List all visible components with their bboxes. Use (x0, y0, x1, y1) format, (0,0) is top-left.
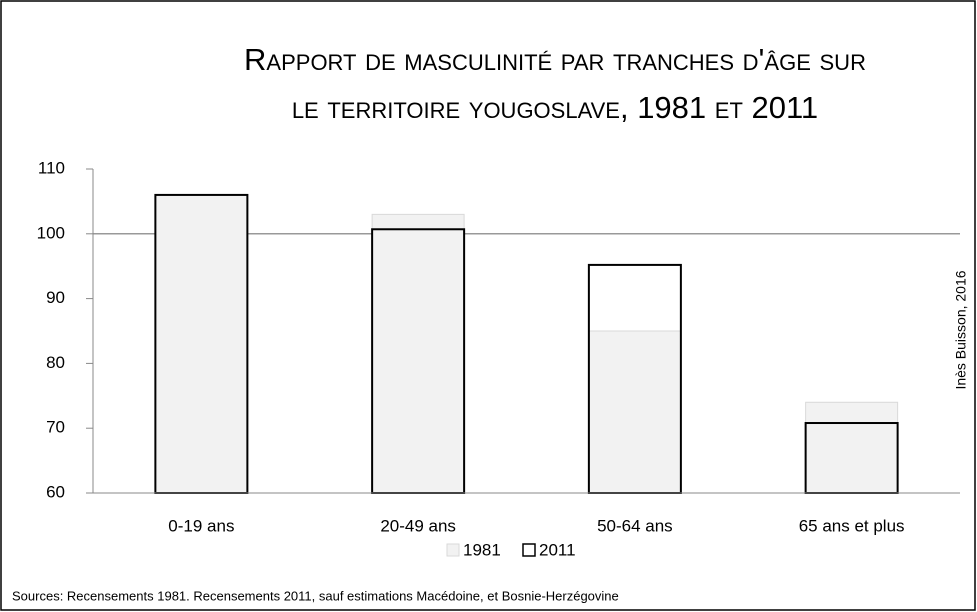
legend-swatch (522, 543, 536, 557)
y-tick-label: 100 (37, 223, 65, 242)
x-tick-label: 20-49 ans (380, 516, 456, 535)
legend-label: 2011 (539, 540, 576, 559)
chart-title: le territoire yougoslave, 1981 et 2011 (292, 90, 818, 125)
x-tick-label: 50-64 ans (597, 516, 673, 535)
y-tick-label: 60 (46, 482, 65, 501)
legend-swatch (446, 543, 460, 557)
source: Sources: Recensements 1981. Recensements… (12, 588, 619, 603)
y-tick-label: 90 (46, 288, 65, 307)
y-tick-label: 70 (46, 418, 65, 437)
y-tick-label: 80 (46, 353, 65, 372)
legend-label: 1981 (463, 540, 501, 559)
bar (805, 401, 899, 494)
bar (588, 330, 682, 494)
x-tick-label: 0-19 ans (168, 516, 234, 535)
bar (371, 213, 465, 494)
x-tick-label: 65 ans et plus (799, 516, 905, 535)
chart-title: Rapport de masculinité par tranches d'âg… (244, 42, 866, 77)
y-tick-label: 110 (38, 158, 65, 177)
credit: Inès Buisson, 2016 (953, 270, 969, 389)
bar (154, 194, 248, 494)
